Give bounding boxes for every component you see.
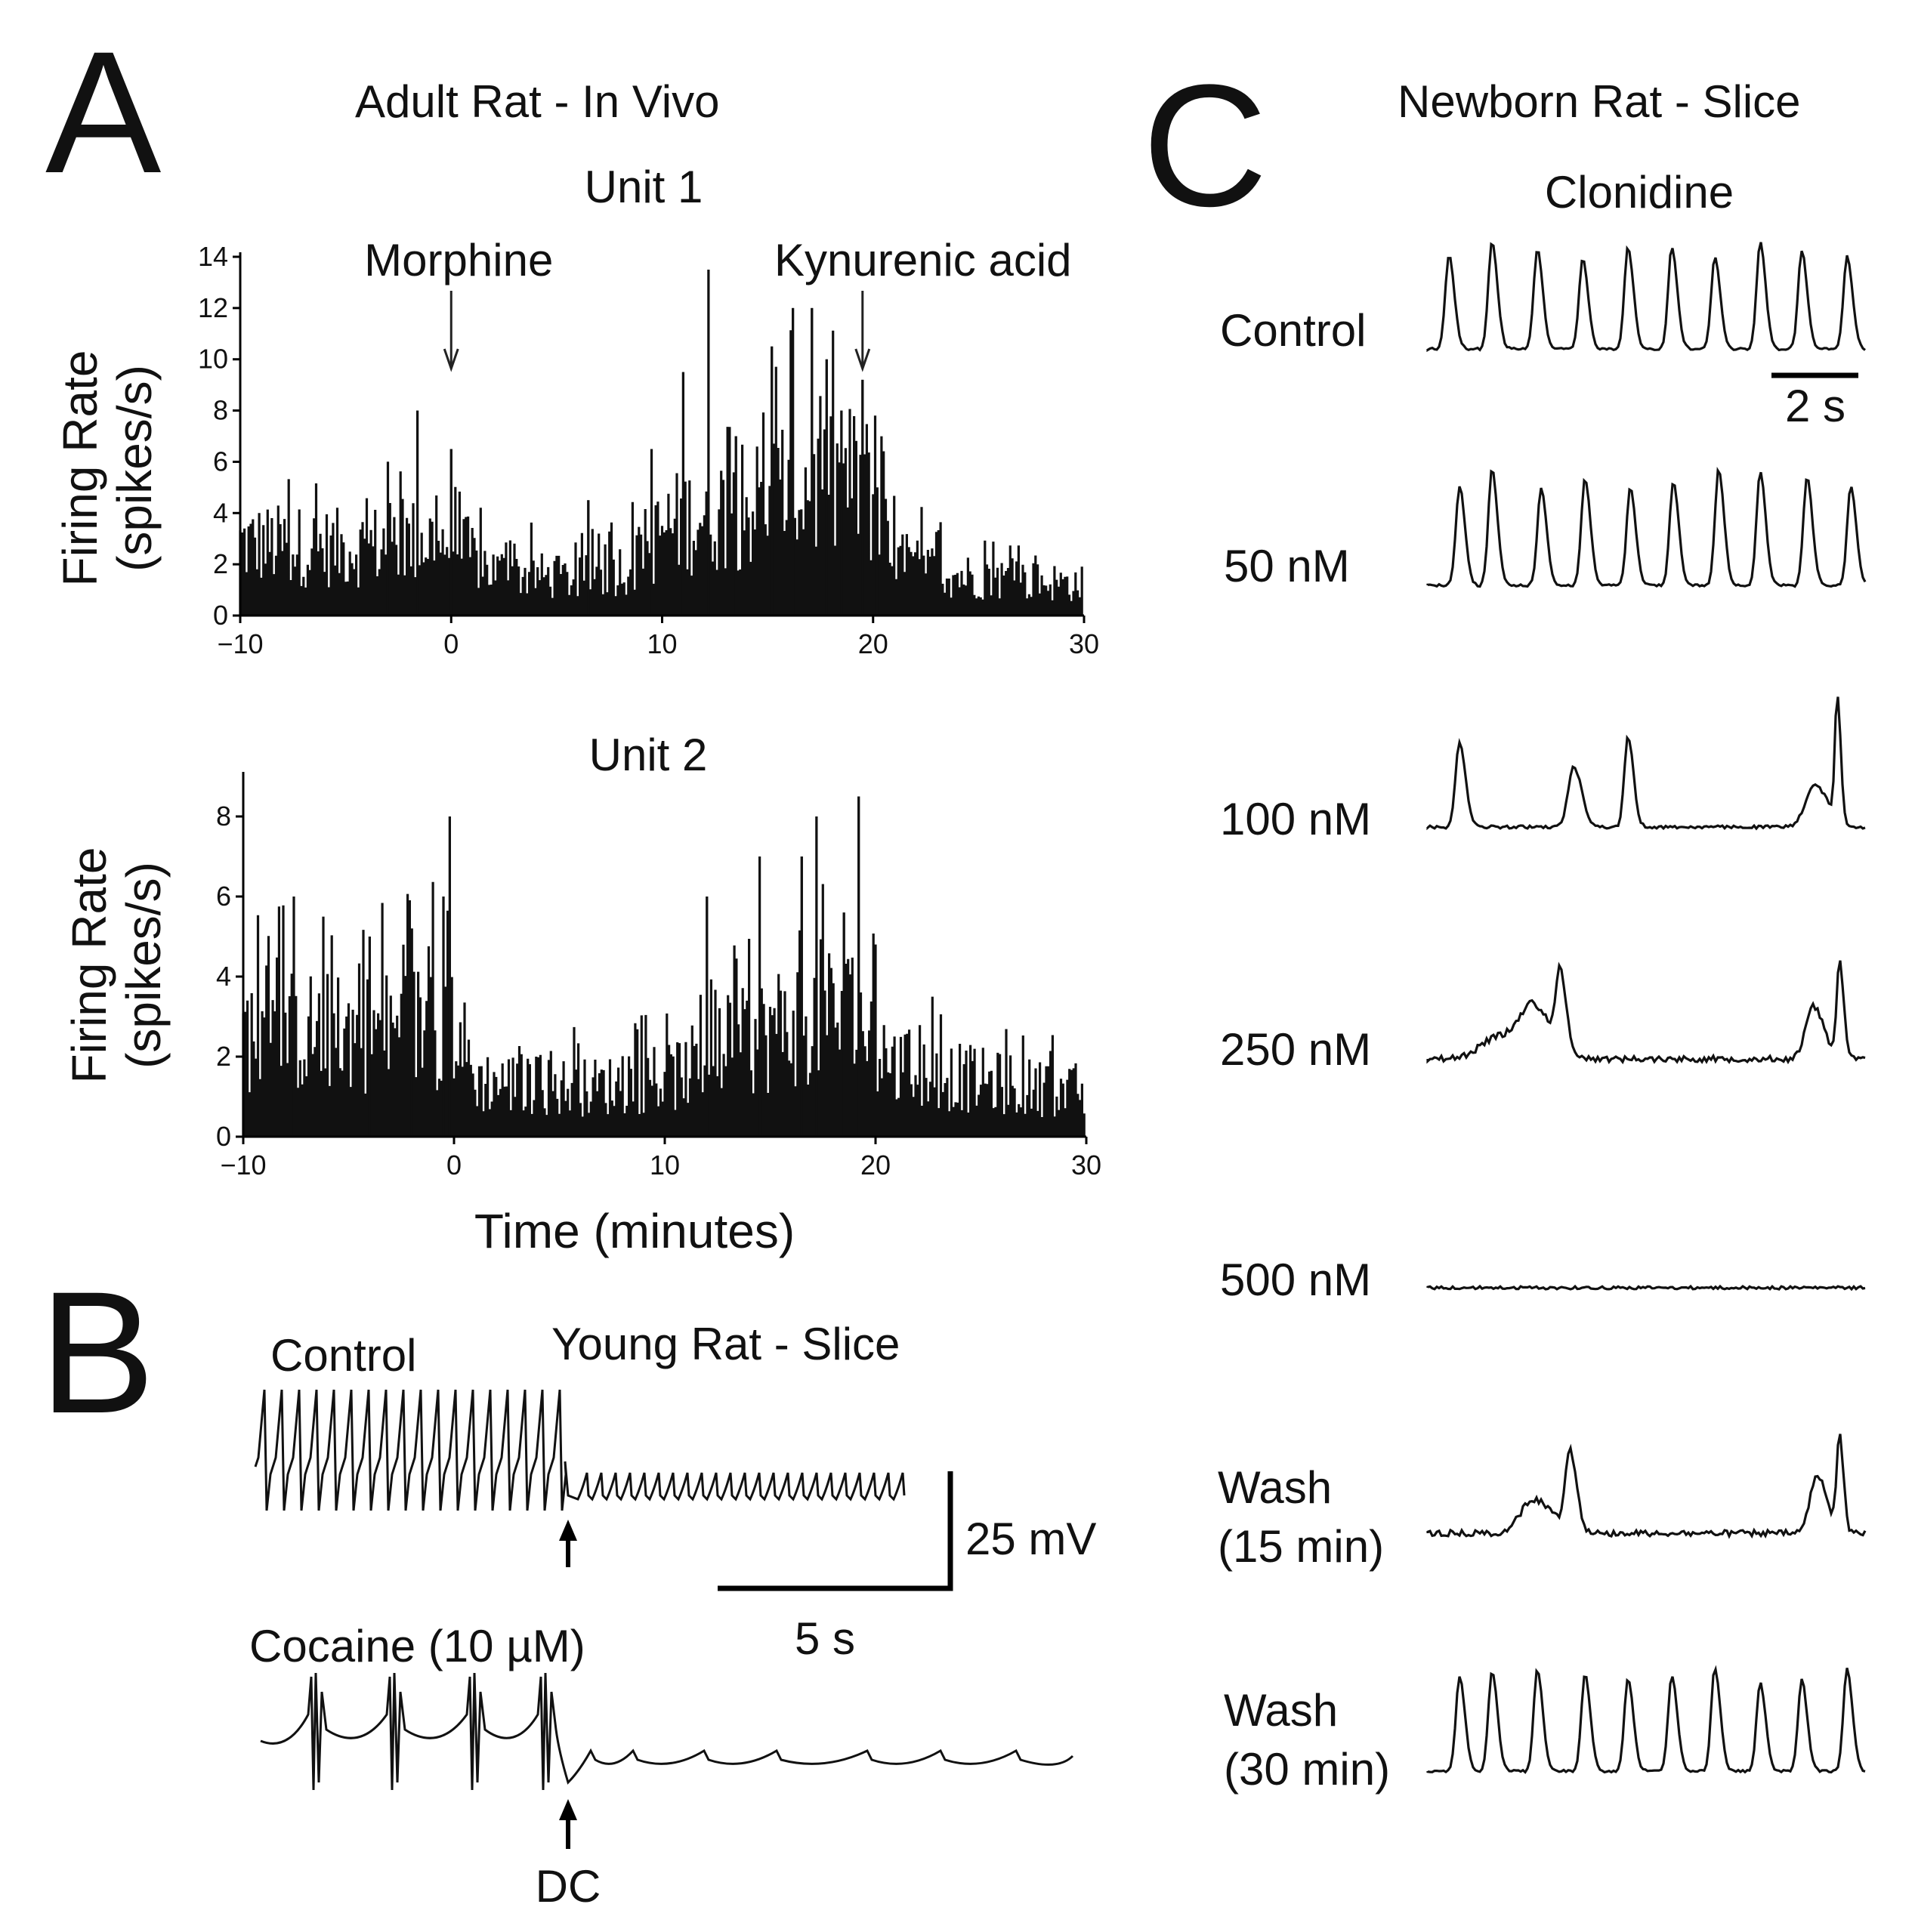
condition-250nm: 250 nM xyxy=(1220,1024,1371,1075)
trace-wash-15 xyxy=(1426,1434,1867,1539)
unit2-title: Unit 2 xyxy=(589,730,708,780)
annotation-arrow-head xyxy=(854,348,871,372)
x-tick-label: 10 xyxy=(647,628,677,659)
panel-a-letter: A xyxy=(45,15,161,209)
burst-traces xyxy=(1426,242,1867,1774)
y-tick-label: 8 xyxy=(216,801,231,832)
trace-250nm xyxy=(1426,960,1866,1065)
trace-100nm xyxy=(1426,696,1866,831)
annotation-label: Kynurenic acid xyxy=(774,235,1072,285)
control-trace-path xyxy=(254,1389,906,1511)
x-tick-label: 30 xyxy=(1071,1150,1101,1180)
dc-arrow-top xyxy=(559,1520,577,1567)
y-tick-label: 10 xyxy=(198,344,228,375)
unit2-histogram: Unit 2 Firing Rate (spikes/s) −10 0 10 20 30… xyxy=(62,730,1101,1258)
y-tick-label: 2 xyxy=(216,1041,231,1072)
condition-wash-15: Wash (15 min) xyxy=(1218,1462,1384,1572)
cocaine-trace-path xyxy=(260,1672,1074,1791)
y-tick-label: 0 xyxy=(213,600,228,631)
condition-control: Control xyxy=(1220,305,1366,356)
x-tick-label: 20 xyxy=(858,628,888,659)
x-tick-label: 30 xyxy=(1069,628,1099,659)
time-axis-label: Time (minutes) xyxy=(474,1204,795,1258)
condition-50nm: 50 nM xyxy=(1224,541,1350,591)
unit1-bars xyxy=(239,269,1083,616)
condition-100nm: 100 nM xyxy=(1220,794,1371,844)
panel-c-drug: Clonidine xyxy=(1545,167,1734,218)
y-tick-label: 12 xyxy=(198,292,228,323)
y-tick-label: 2 xyxy=(213,548,228,579)
trace-500nm xyxy=(1426,1284,1866,1292)
histogram-bar-group xyxy=(239,270,1083,616)
panel-b-cocaine-label: Cocaine (10 µM) xyxy=(249,1621,585,1671)
y-tick-label: 6 xyxy=(213,446,228,477)
unit2-ylabel-line1: Firing Rate xyxy=(62,847,116,1084)
x-tick-label: −10 xyxy=(217,628,263,659)
dc-label: DC xyxy=(536,1861,601,1912)
x-tick-label: 0 xyxy=(443,628,459,659)
x-tick-label: 0 xyxy=(446,1150,462,1180)
y-tick-label: 4 xyxy=(213,497,228,528)
x-tick-label: −10 xyxy=(220,1150,266,1180)
unit1-histogram: Unit 1 Firing Rate (spikes/s) −10 0 10 20 30… xyxy=(53,162,1099,659)
y-tick-label: 4 xyxy=(216,961,231,992)
unit1-ylabel-line2: (spikes/s) xyxy=(107,365,162,572)
x-tick-label: 10 xyxy=(650,1150,680,1180)
dc-arrow-bottom xyxy=(559,1799,577,1849)
annotation-label: Morphine xyxy=(364,235,553,285)
panel-c-letter: C xyxy=(1142,48,1268,242)
unit2-ylabel-line2: (spikes/s) xyxy=(116,862,171,1069)
scale-time-label: 5 s xyxy=(795,1613,855,1664)
panel-b-scale-bar xyxy=(718,1471,953,1591)
trace-50nm xyxy=(1426,466,1867,588)
panel-c-title: Newborn Rat - Slice xyxy=(1398,76,1801,127)
condition-wash-30: Wash (30 min) xyxy=(1224,1685,1390,1795)
y-tick-label: 14 xyxy=(198,241,228,272)
panel-b-title: Young Rat - Slice xyxy=(551,1319,900,1369)
panel-b-control-label: Control xyxy=(270,1330,416,1381)
y-tick-label: 8 xyxy=(213,395,228,426)
cocaine-membrane-trace xyxy=(260,1672,1074,1791)
panel-b-letter: B xyxy=(39,1255,155,1449)
y-tick-label: 6 xyxy=(216,881,231,912)
panel-c-scale-time: 2 s xyxy=(1785,381,1846,431)
condition-500nm: 500 nM xyxy=(1220,1255,1371,1305)
x-tick-label: 20 xyxy=(860,1150,891,1180)
y-tick-label: 0 xyxy=(216,1121,231,1152)
trace-control xyxy=(1426,242,1866,353)
scale-voltage-label: 25 mV xyxy=(965,1514,1096,1564)
annotation-arrow-head xyxy=(443,348,459,372)
unit1-title: Unit 1 xyxy=(585,162,703,212)
unit2-bars xyxy=(242,796,1086,1137)
unit1-ylabel-line1: Firing Rate xyxy=(53,350,107,587)
control-membrane-trace xyxy=(254,1389,906,1511)
trace-wash-30 xyxy=(1426,1665,1866,1774)
panel-a-title: Adult Rat - In Vivo xyxy=(355,76,719,127)
unit1-annotations: Morphine Kynurenic acid xyxy=(364,235,1072,372)
